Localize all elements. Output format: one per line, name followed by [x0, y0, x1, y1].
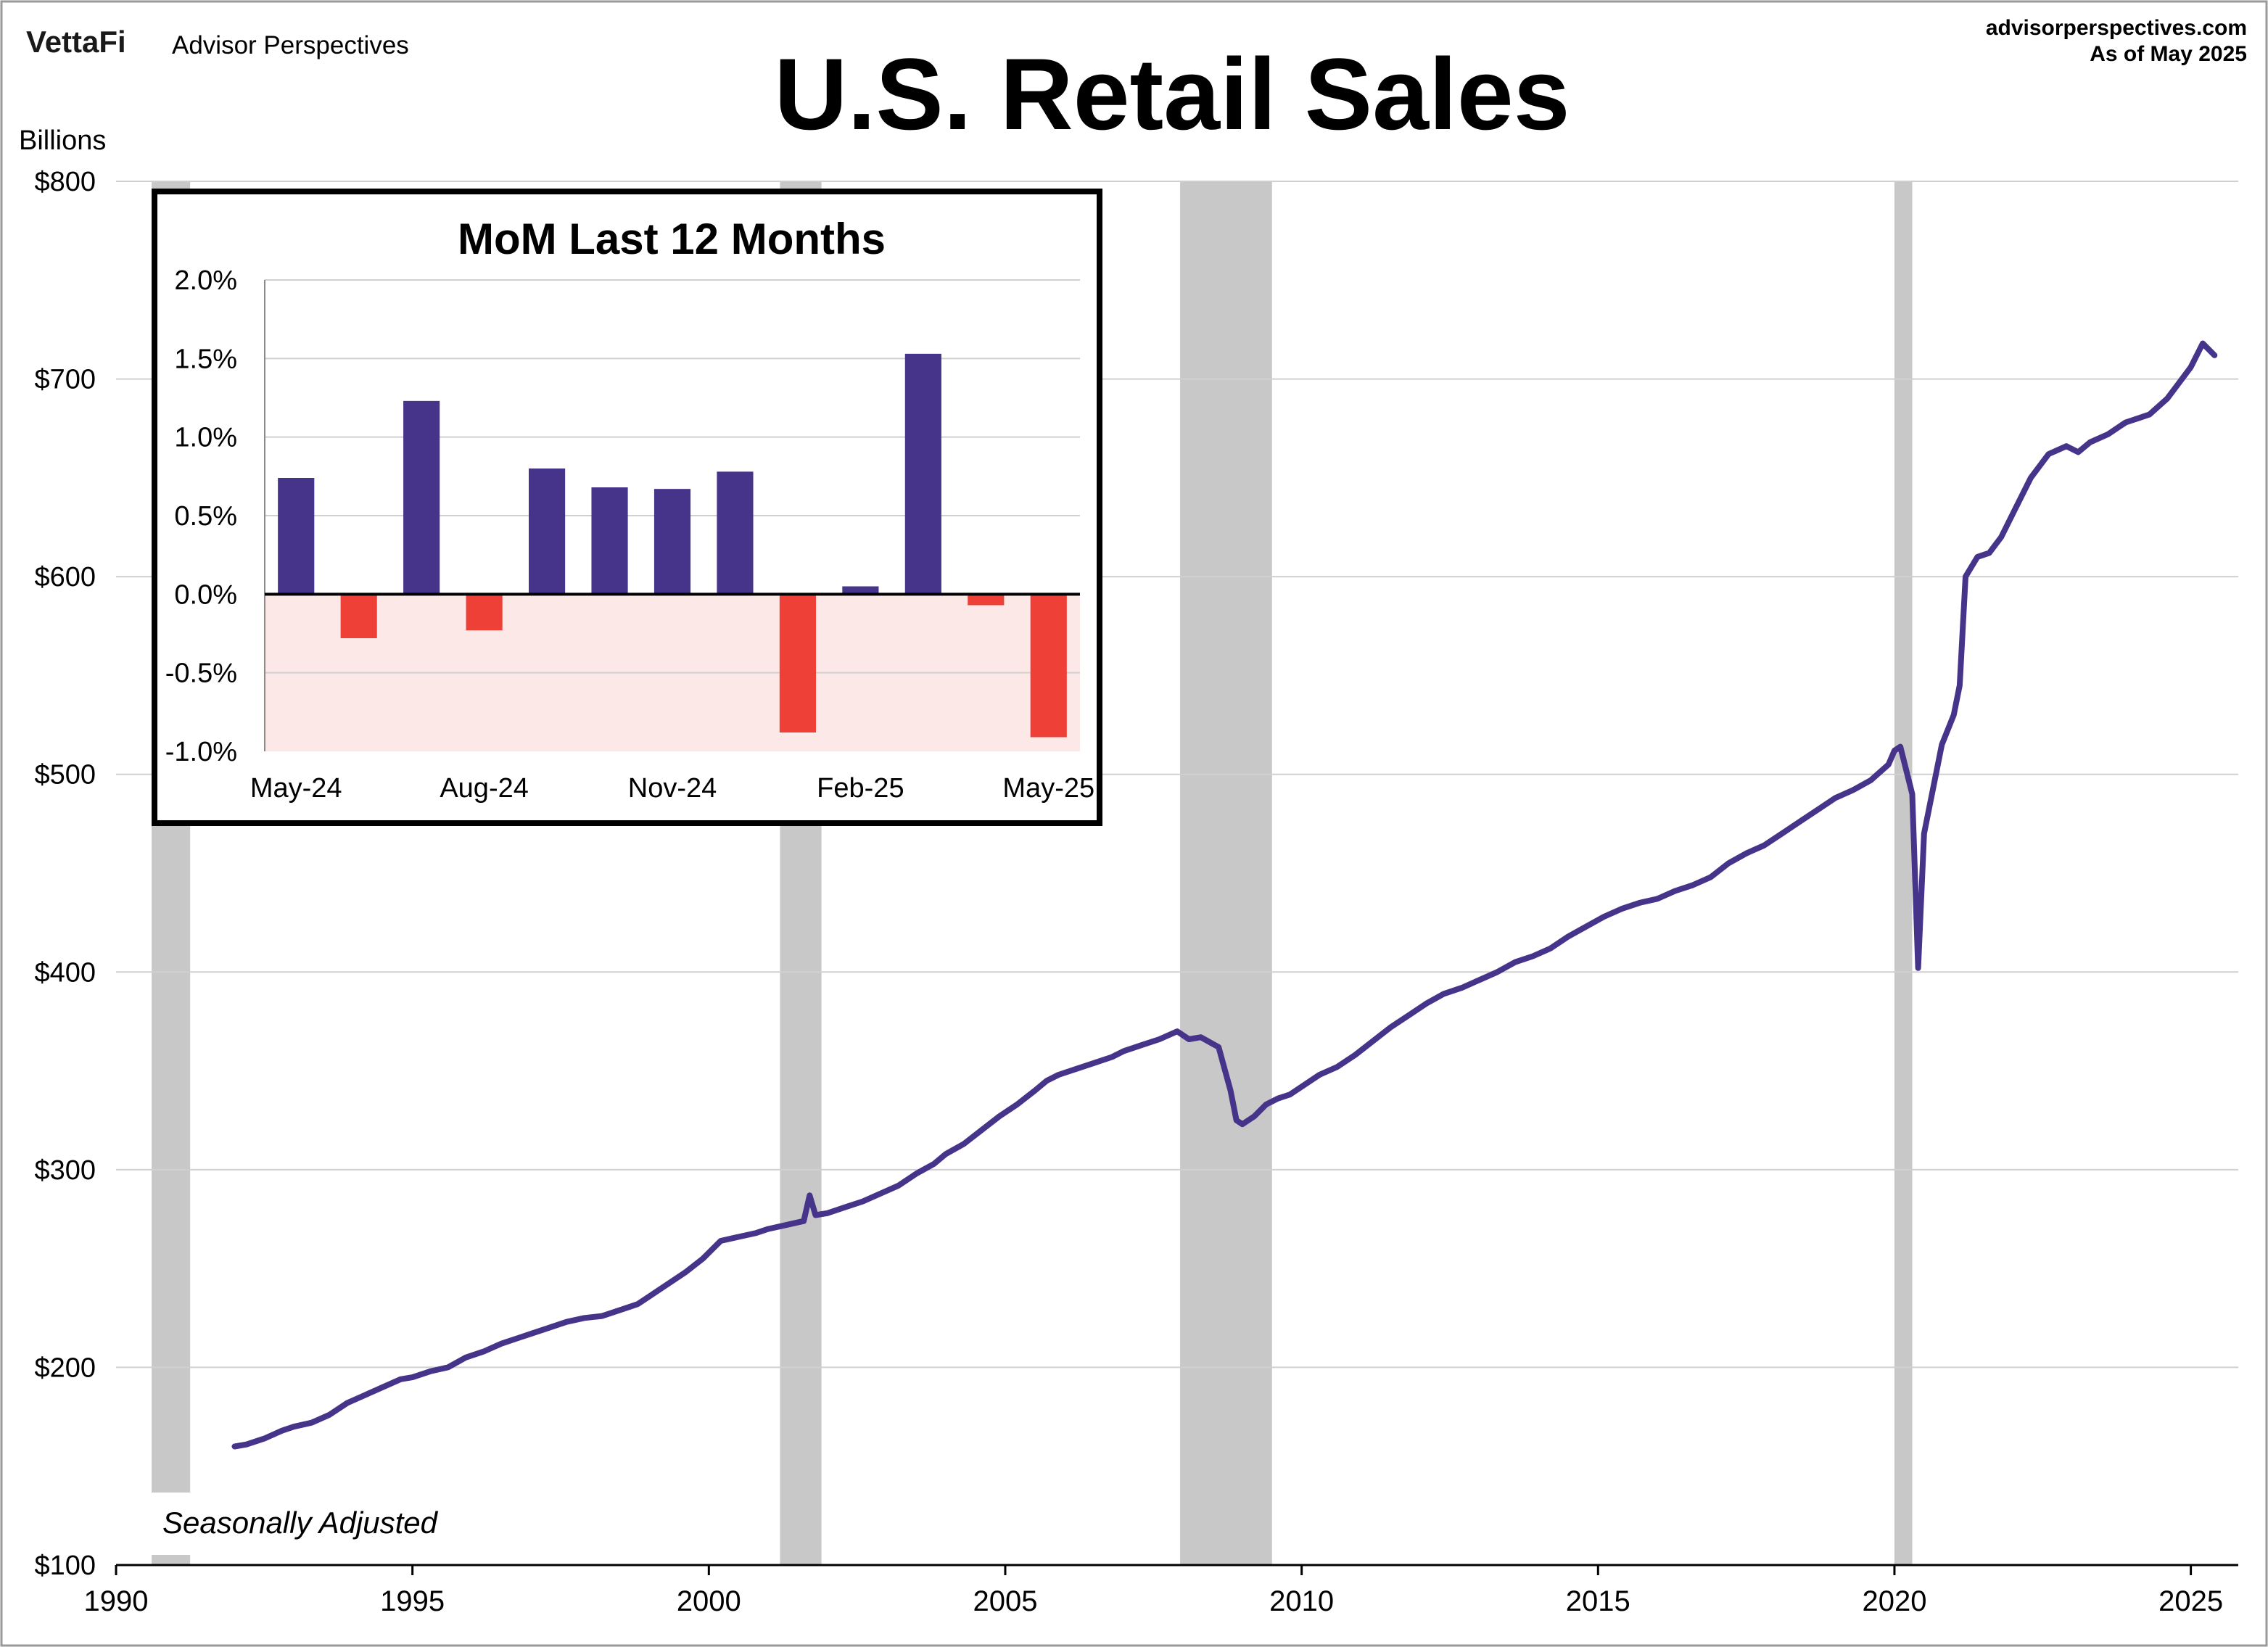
y-tick-label: $300 [34, 1155, 96, 1186]
y-tick-label: $200 [34, 1353, 96, 1383]
inset-x-tick-label: May-25 [1002, 773, 1094, 804]
y-tick-label: $500 [34, 760, 96, 791]
mom-bar-Jan-25 [779, 594, 816, 732]
mom-bar-Jun-24 [340, 594, 377, 638]
seasonally-adjusted-note: Seasonally Adjusted [162, 1506, 439, 1540]
inset-y-tick-label: 1.5% [174, 344, 237, 374]
mom-bar-Mar-25 [904, 353, 941, 595]
inset-y-tick-label: -0.5% [165, 659, 237, 689]
x-tick-label: 2015 [1566, 1585, 1630, 1617]
y-axis: $100 $200 $300 $400 $500 $600 $700 $800 [34, 167, 2238, 1581]
y-tick-label: $400 [34, 957, 96, 988]
site-url: advisorperspectives.com [1986, 16, 2247, 40]
inset-x-tick-label: May-24 [250, 773, 342, 804]
x-tick-label: 1995 [380, 1585, 445, 1617]
y-tick-label: $600 [34, 562, 96, 593]
inset-y-tick-label: 0.5% [174, 501, 237, 532]
brand-logo: VettaFi Advisor Perspectives [26, 25, 409, 59]
inset-y-tick-label: 2.0% [174, 265, 237, 296]
mom-bar-Jul-24 [403, 400, 440, 595]
annotation-backing [145, 1493, 479, 1555]
x-axis: 1990 1995 2000 2005 2010 2015 2020 2025 [84, 1565, 2223, 1617]
chart-title: U.S. Retail Sales [774, 37, 1570, 151]
x-tick-label: 2000 [677, 1585, 741, 1617]
inset-plot: 2.0% 1.5% 1.0% 0.5% 0.0% -0.5% -1.0% May-24 Aug-… [165, 265, 1094, 804]
y-tick-label: $700 [34, 365, 96, 395]
mom-bar-Apr-25 [968, 594, 1005, 606]
inset-x-tick-label: Nov-24 [628, 773, 717, 804]
inset-x-tick-label: Aug-24 [440, 773, 529, 804]
as-of-date: As of May 2025 [2090, 42, 2247, 66]
inset-x-tick-label: Feb-25 [817, 773, 904, 804]
x-tick-label: 1990 [84, 1585, 149, 1617]
retail-sales-line [231, 340, 2218, 1450]
x-tick-label: 2020 [1862, 1585, 1926, 1617]
recession-band-3 [1894, 181, 1913, 1565]
y-axis-unit-label: Billions [19, 125, 106, 156]
mom-bar-Sep-24 [529, 468, 566, 595]
brand-name: VettaFi [26, 25, 126, 59]
mom-bar-May-24 [278, 478, 315, 595]
mom-bar-Nov-24 [653, 489, 691, 595]
mom-bar-May-25 [1030, 594, 1067, 738]
retail-sales-series [231, 340, 2218, 1450]
inset-y-tick-label: 0.0% [174, 579, 237, 610]
x-tick-label: 2010 [1269, 1585, 1334, 1617]
y-tick-label: $100 [34, 1551, 96, 1581]
recession-band-2 [1180, 181, 1272, 1565]
mom-bar-Oct-24 [591, 487, 628, 595]
inset-mom-chart: MoM Last 12 Months 2.0% 1.5% 1.0% 0.5% 0.0% -… [152, 189, 1102, 826]
mom-bar-Aug-24 [466, 594, 503, 631]
y-tick-label: $800 [34, 167, 96, 197]
mom-bar-Dec-24 [717, 471, 754, 595]
brand-subtitle: Advisor Perspectives [172, 31, 409, 59]
inset-title: MoM Last 12 Months [458, 215, 886, 263]
inset-y-tick-label: 1.0% [174, 423, 237, 453]
x-tick-label: 2025 [2158, 1585, 2223, 1617]
x-tick-label: 2005 [973, 1585, 1037, 1617]
mom-bar-Feb-25 [842, 586, 879, 595]
inset-y-tick-label: -1.0% [165, 737, 237, 767]
